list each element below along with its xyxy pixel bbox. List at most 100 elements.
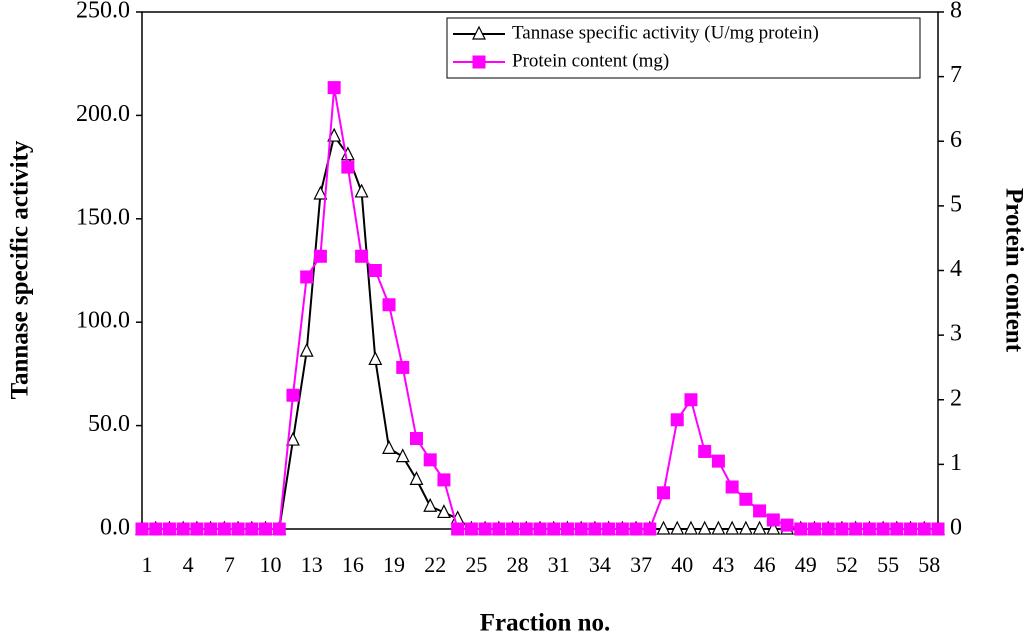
point (423, 497, 438, 512)
point (547, 522, 561, 536)
point (437, 473, 451, 487)
y2-tick-label: 2 (950, 385, 962, 411)
x-tick-label: 19 (383, 552, 405, 577)
point (436, 504, 451, 519)
point (368, 264, 382, 277)
point (190, 522, 204, 536)
point (204, 522, 218, 536)
legend-label: Protein content (mg) (512, 50, 669, 71)
point (354, 183, 369, 198)
x-tick-label: 43 (712, 552, 734, 577)
point (821, 522, 835, 536)
point (684, 393, 698, 407)
point (917, 522, 931, 536)
point (423, 453, 437, 467)
point (396, 360, 410, 374)
series-line (142, 87, 938, 530)
point (395, 448, 410, 463)
x-tick-label: 37 (630, 552, 652, 577)
point (313, 185, 328, 200)
point (862, 522, 876, 536)
x-tick-label: 7 (224, 552, 235, 577)
x-tick-label: 55 (877, 552, 899, 577)
point (231, 522, 245, 536)
point (451, 522, 465, 536)
point (849, 522, 863, 536)
point (656, 520, 671, 535)
y-tick-label: 100.0 (76, 308, 130, 334)
series (135, 127, 945, 535)
point (176, 522, 190, 536)
y2-tick-label: 6 (950, 127, 962, 153)
point (890, 522, 904, 536)
point (780, 518, 794, 532)
point (670, 413, 684, 427)
x-tick-label: 49 (795, 552, 817, 577)
point (506, 522, 520, 536)
point (285, 431, 300, 446)
point (766, 513, 780, 527)
point (560, 522, 574, 536)
point (643, 522, 657, 536)
x-tick-label: 28 (507, 552, 529, 577)
point (602, 522, 616, 536)
series-line (142, 133, 938, 530)
legend-marker (472, 55, 486, 69)
point (697, 520, 712, 535)
point (835, 522, 849, 536)
point (478, 522, 492, 536)
point (272, 522, 286, 536)
point (382, 298, 396, 312)
point (752, 520, 767, 535)
legend-box (446, 17, 921, 79)
y-tick-label: 0.0 (100, 515, 130, 541)
point (588, 522, 602, 536)
point (931, 522, 945, 536)
point (355, 249, 369, 263)
y-axis-title: Tannase specific activity (7, 140, 34, 399)
series (135, 81, 945, 536)
point (313, 249, 327, 263)
y-tick-label: 250.0 (76, 0, 130, 24)
point (409, 471, 424, 485)
point (368, 351, 383, 366)
legend-marker (472, 25, 486, 40)
y2-tick-label: 7 (950, 62, 962, 88)
point (300, 270, 314, 284)
point (409, 432, 423, 446)
point (492, 522, 506, 536)
y2-tick-label: 5 (950, 191, 962, 217)
x-tick-label: 16 (342, 552, 364, 577)
plot-frame (141, 11, 939, 530)
y2-tick-label: 4 (950, 256, 962, 282)
x-tick-label: 52 (836, 552, 858, 577)
x-tick-label: 58 (918, 552, 940, 577)
point (615, 522, 629, 536)
x-tick-label: 22 (424, 552, 446, 577)
point (711, 520, 726, 535)
point (533, 522, 547, 536)
point (876, 522, 890, 536)
point (574, 522, 588, 536)
point (135, 522, 149, 536)
point (725, 520, 740, 535)
point (725, 480, 739, 494)
point (259, 522, 273, 536)
point (739, 492, 753, 506)
point (698, 444, 712, 458)
point (807, 522, 821, 536)
point (711, 454, 725, 468)
x-tick-label: 25 (465, 552, 487, 577)
x-tick-label: 10 (260, 552, 282, 577)
y2-tick-label: 1 (950, 450, 962, 476)
point (670, 520, 685, 535)
x-tick-label: 40 (671, 552, 693, 577)
y-tick-label: 200.0 (76, 101, 130, 127)
y2-tick-label: 3 (950, 321, 962, 347)
point (766, 520, 781, 535)
x-tick-label: 13 (301, 552, 323, 577)
x-axis-title: Fraction no. (480, 610, 611, 636)
x-tick-label: 46 (754, 552, 776, 577)
x-tick-label: 1 (142, 552, 153, 577)
y-tick-label: 50.0 (88, 411, 130, 437)
